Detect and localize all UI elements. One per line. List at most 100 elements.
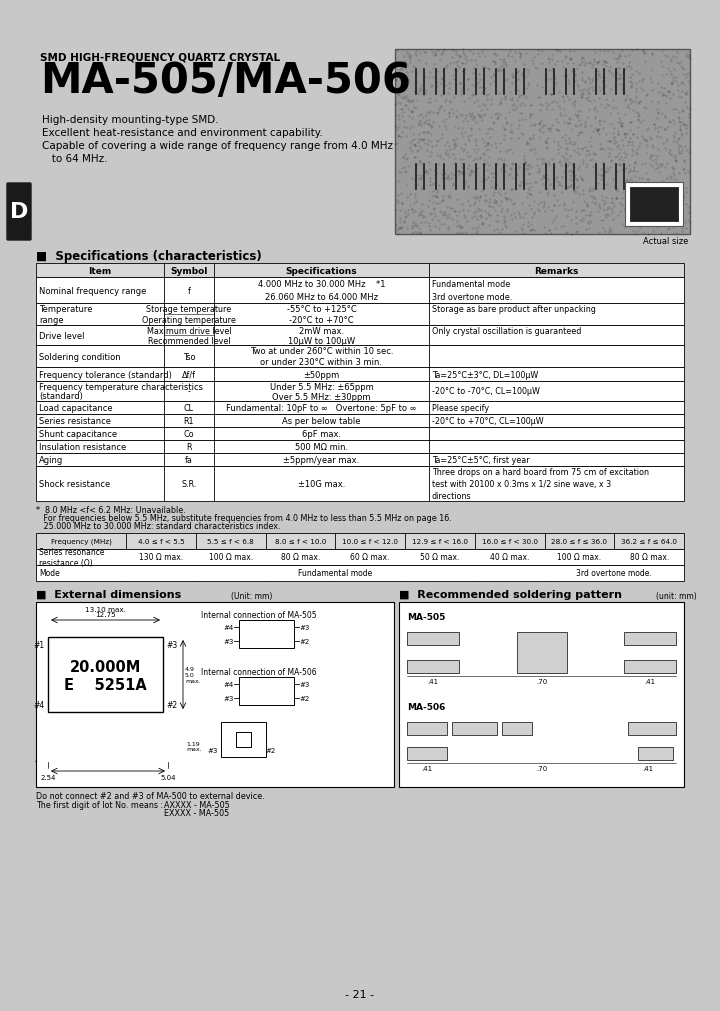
Text: High-density mounting-type SMD.: High-density mounting-type SMD. bbox=[42, 115, 219, 125]
Text: Excellent heat-resistance and environment capability.: Excellent heat-resistance and environmen… bbox=[42, 127, 323, 137]
Text: .41: .41 bbox=[421, 765, 433, 771]
Text: Internal connection of MA-506: Internal connection of MA-506 bbox=[201, 667, 317, 676]
Text: -20°C to +70°C: -20°C to +70°C bbox=[289, 315, 354, 325]
Text: 80 Ω max.: 80 Ω max. bbox=[281, 553, 320, 562]
Text: #3: #3 bbox=[299, 681, 310, 687]
Text: ±10G max.: ±10G max. bbox=[298, 479, 345, 488]
Bar bbox=[407, 660, 459, 673]
Text: MA-505: MA-505 bbox=[407, 613, 446, 622]
Text: 36.2 ≤ f ≤ 64.0: 36.2 ≤ f ≤ 64.0 bbox=[621, 539, 677, 545]
Bar bbox=[407, 747, 447, 760]
Text: fa: fa bbox=[185, 456, 193, 464]
Text: Fundamental: 10pF to ∞   Overtone: 5pF to ∞: Fundamental: 10pF to ∞ Overtone: 5pF to … bbox=[226, 403, 417, 412]
Text: R1: R1 bbox=[184, 417, 194, 426]
Bar bbox=[36, 401, 684, 415]
Text: 20.000M: 20.000M bbox=[70, 659, 141, 674]
Bar bbox=[36, 534, 684, 549]
Text: Aging: Aging bbox=[39, 456, 63, 464]
Text: 40 Ω max.: 40 Ω max. bbox=[490, 553, 529, 562]
Bar bbox=[36, 441, 684, 454]
Text: 3rd overtone mode.: 3rd overtone mode. bbox=[432, 293, 512, 301]
Text: (Unit: mm): (Unit: mm) bbox=[231, 591, 272, 601]
Text: #4: #4 bbox=[34, 700, 45, 709]
Text: 3rd overtone mode.: 3rd overtone mode. bbox=[577, 569, 652, 578]
Text: #2: #2 bbox=[166, 700, 177, 709]
Text: Series resonance
resistance (Ω): Series resonance resistance (Ω) bbox=[39, 548, 104, 567]
Text: #1: #1 bbox=[34, 641, 45, 650]
Text: 13.10 max.: 13.10 max. bbox=[85, 607, 126, 613]
Ellipse shape bbox=[494, 95, 526, 165]
Ellipse shape bbox=[414, 95, 446, 165]
Text: 100 Ω max.: 100 Ω max. bbox=[557, 553, 601, 562]
Bar bbox=[407, 722, 447, 735]
Text: ■  Specifications (characteristics): ■ Specifications (characteristics) bbox=[36, 250, 262, 263]
Text: ■  External dimensions: ■ External dimensions bbox=[36, 589, 181, 600]
Bar bbox=[221, 722, 266, 757]
Bar bbox=[239, 677, 294, 706]
Text: 4.9
5.0
max.: 4.9 5.0 max. bbox=[185, 666, 201, 683]
Text: Under 5.5 MHz: ±65ppm: Under 5.5 MHz: ±65ppm bbox=[269, 382, 374, 391]
Text: (unit: mm): (unit: mm) bbox=[656, 591, 697, 601]
Text: Nominal frequency range: Nominal frequency range bbox=[39, 286, 146, 295]
FancyBboxPatch shape bbox=[7, 184, 31, 241]
Text: 80 Ω max.: 80 Ω max. bbox=[629, 553, 669, 562]
Text: 4.0 ≤ f < 5.5: 4.0 ≤ f < 5.5 bbox=[138, 539, 184, 545]
Ellipse shape bbox=[454, 90, 486, 160]
Text: Over 5.5 MHz: ±30ppm: Over 5.5 MHz: ±30ppm bbox=[272, 392, 371, 401]
Text: Frequency (MHz): Frequency (MHz) bbox=[50, 538, 112, 545]
Bar bbox=[36, 368, 684, 381]
Text: ±5ppm/year max.: ±5ppm/year max. bbox=[284, 456, 359, 464]
Bar bbox=[36, 565, 684, 581]
Text: 1.19
max.: 1.19 max. bbox=[186, 741, 202, 751]
Text: 12.9 ≤ f < 16.0: 12.9 ≤ f < 16.0 bbox=[412, 539, 468, 545]
Text: Shock resistance: Shock resistance bbox=[39, 479, 110, 488]
Text: AXXXX - MA-505: AXXXX - MA-505 bbox=[164, 801, 230, 809]
Text: Shunt capacitance: Shunt capacitance bbox=[39, 430, 117, 439]
Text: 2mW max.: 2mW max. bbox=[299, 327, 344, 336]
Text: 4.000 MHz to 30.000 MHz    *1: 4.000 MHz to 30.000 MHz *1 bbox=[258, 280, 385, 289]
Bar bbox=[399, 603, 684, 788]
Bar bbox=[239, 621, 294, 648]
Text: Insulation resistance: Insulation resistance bbox=[39, 443, 126, 452]
Text: 16.0 ≤ f < 30.0: 16.0 ≤ f < 30.0 bbox=[482, 539, 538, 545]
Bar bbox=[624, 660, 676, 673]
Text: #3: #3 bbox=[166, 641, 177, 650]
Text: 26.060 MHz to 64.000 MHz: 26.060 MHz to 64.000 MHz bbox=[265, 293, 378, 301]
Text: Soldering condition: Soldering condition bbox=[39, 352, 121, 361]
Text: Fundamental mode: Fundamental mode bbox=[432, 280, 510, 289]
Bar bbox=[36, 326, 684, 346]
Bar bbox=[638, 747, 673, 760]
Text: -20°C to +70°C, CL=100μW: -20°C to +70°C, CL=100μW bbox=[432, 417, 544, 426]
Text: As per below table: As per below table bbox=[282, 417, 361, 426]
Text: 28.0 ≤ f ≤ 36.0: 28.0 ≤ f ≤ 36.0 bbox=[552, 539, 608, 545]
Text: 50 Ω max.: 50 Ω max. bbox=[420, 553, 459, 562]
Text: Symbol: Symbol bbox=[171, 266, 207, 275]
Text: Maximum drive level: Maximum drive level bbox=[147, 327, 231, 336]
Text: 10μW to 100μW: 10μW to 100μW bbox=[288, 337, 355, 345]
Bar bbox=[502, 722, 532, 735]
Text: 25.000 MHz to 30.000 MHz: standard characteristics index.: 25.000 MHz to 30.000 MHz: standard chara… bbox=[36, 522, 281, 531]
Bar bbox=[516, 632, 567, 673]
Text: 8.0 ≤ f < 10.0: 8.0 ≤ f < 10.0 bbox=[275, 539, 326, 545]
Bar bbox=[36, 428, 684, 441]
Text: .41: .41 bbox=[644, 678, 656, 684]
Text: -: - bbox=[188, 387, 190, 396]
Ellipse shape bbox=[544, 100, 576, 170]
Bar bbox=[36, 278, 684, 303]
Text: #3: #3 bbox=[224, 696, 234, 702]
Bar bbox=[624, 632, 676, 645]
Text: or under 230°C within 3 min.: or under 230°C within 3 min. bbox=[261, 358, 382, 367]
Bar bbox=[395, 50, 690, 235]
Text: (standard): (standard) bbox=[39, 392, 83, 401]
Text: EXXXX - MA-505: EXXXX - MA-505 bbox=[164, 808, 229, 817]
Text: CL: CL bbox=[184, 403, 194, 412]
Text: Drive level: Drive level bbox=[39, 332, 84, 340]
Text: test with 20100 x 0.3ms x 1/2 sine wave, x 3: test with 20100 x 0.3ms x 1/2 sine wave,… bbox=[432, 479, 611, 488]
Text: Storage as bare product after unpacking: Storage as bare product after unpacking bbox=[432, 304, 596, 313]
Text: #3: #3 bbox=[224, 638, 234, 644]
Text: #2: #2 bbox=[266, 747, 276, 753]
Bar bbox=[36, 415, 684, 428]
Text: Three drops on a hard board from 75 cm of excitation: Three drops on a hard board from 75 cm o… bbox=[432, 468, 649, 477]
Text: 10.0 ≤ f < 12.0: 10.0 ≤ f < 12.0 bbox=[342, 539, 398, 545]
Bar bbox=[452, 722, 497, 735]
